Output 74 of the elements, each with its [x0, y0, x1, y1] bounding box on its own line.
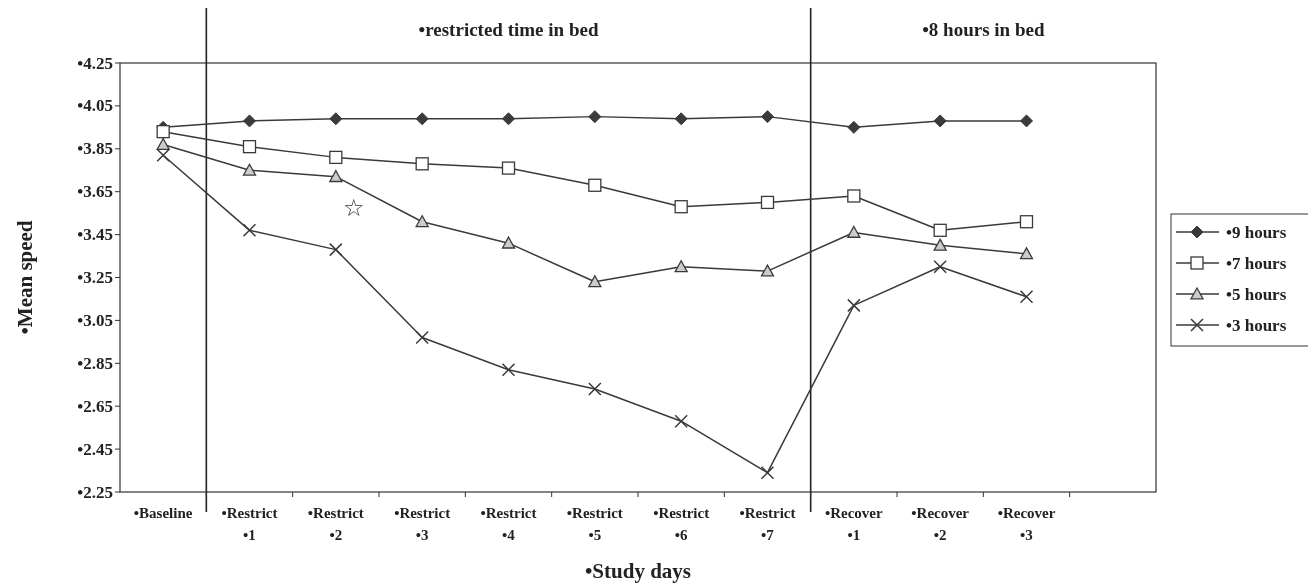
point — [933, 223, 947, 237]
y-axis-title: •Mean speed — [13, 220, 37, 335]
y-tick-label: •4.05 — [77, 96, 113, 116]
point — [847, 225, 861, 238]
y-tick-label: •3.25 — [77, 268, 113, 287]
y-tick-label: •3.45 — [77, 225, 113, 245]
point — [415, 330, 429, 345]
legend-label: •5 hours — [1226, 284, 1287, 304]
text: •8 hours in bed — [922, 19, 1045, 40]
point — [242, 223, 257, 238]
point — [847, 298, 861, 313]
point — [501, 362, 516, 377]
point — [329, 242, 343, 257]
x-tick-label: •Recover •2 — [911, 505, 970, 543]
point — [329, 150, 343, 165]
legend-label: •9 hours — [1226, 222, 1287, 242]
point — [329, 170, 343, 183]
point — [674, 112, 688, 126]
x-tick-label: •Baseline — [133, 505, 193, 521]
point — [156, 148, 170, 162]
point — [933, 114, 947, 128]
point — [1020, 114, 1033, 128]
point — [415, 157, 429, 171]
point — [933, 260, 947, 274]
point — [242, 140, 257, 154]
x-tick-label: •Restrict •3 — [394, 505, 451, 543]
point — [1019, 290, 1034, 304]
point — [847, 189, 861, 203]
legend-label: •7 hours — [1226, 253, 1287, 273]
point — [588, 382, 602, 396]
x-tick-label: •Restrict •1 — [221, 505, 278, 543]
y-tick-label: •3.05 — [77, 310, 113, 330]
point — [674, 414, 688, 428]
y-tick-label: •2.25 — [77, 482, 113, 502]
point — [1019, 215, 1034, 229]
point — [588, 110, 602, 124]
annotation: ☆ — [342, 195, 365, 221]
y-tick-label: •3.65 — [77, 182, 113, 202]
point — [243, 114, 256, 128]
point — [847, 120, 861, 134]
point — [674, 200, 688, 214]
x-axis-title: •Study days — [585, 559, 691, 583]
point — [415, 215, 429, 228]
text: •restricted time in bed — [418, 19, 599, 40]
y-tick-label: •2.65 — [77, 396, 113, 416]
point — [329, 112, 343, 126]
point — [156, 124, 170, 139]
point — [761, 110, 774, 124]
y-tick-label: •4.25 — [77, 53, 113, 73]
point — [760, 264, 775, 277]
point — [588, 275, 602, 288]
x-tick-label: •Restrict •7 — [739, 505, 796, 543]
y-tick-label: •3.85 — [77, 139, 113, 159]
point — [674, 260, 688, 273]
point — [415, 112, 429, 126]
x-tick-label: •Recover •3 — [997, 505, 1056, 543]
point — [502, 112, 515, 126]
point — [501, 236, 516, 249]
point — [760, 465, 775, 480]
x-tick-label: •Recover •1 — [824, 505, 884, 543]
legend-label: •3 hours — [1226, 315, 1287, 335]
point — [501, 161, 516, 175]
point — [588, 178, 602, 192]
x-tick-label: •Restrict •6 — [653, 505, 710, 543]
y-tick-label: •2.45 — [77, 439, 113, 459]
point — [242, 163, 257, 176]
x-tick-label: •Restrict •2 — [307, 505, 364, 543]
point — [760, 195, 775, 210]
x-tick-label: •Restrict •5 — [566, 505, 623, 543]
y-tick-label: •2.85 — [77, 353, 113, 373]
x-tick-label: •Restrict •4 — [480, 505, 537, 543]
point — [933, 238, 947, 251]
point — [156, 137, 170, 150]
point — [1019, 247, 1034, 260]
